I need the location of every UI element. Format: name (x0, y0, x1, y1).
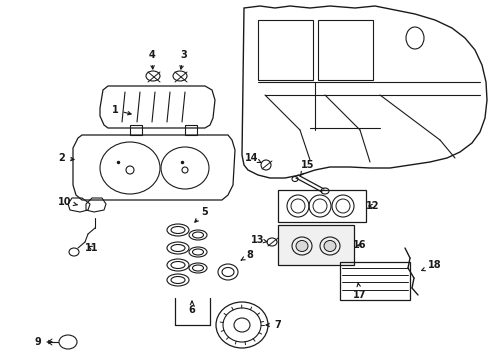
Text: 11: 11 (85, 243, 99, 253)
Bar (278, 225, 353, 265)
Bar (184, 125, 197, 135)
Text: 4: 4 (148, 50, 155, 69)
Bar (258, 20, 312, 80)
Ellipse shape (295, 240, 307, 252)
Bar (339, 262, 409, 300)
Text: 5: 5 (194, 207, 208, 222)
Text: 8: 8 (241, 250, 253, 260)
Text: 13: 13 (251, 235, 267, 245)
Bar (278, 190, 365, 222)
Text: 14: 14 (245, 153, 261, 163)
Text: 6: 6 (188, 301, 195, 315)
Text: 1: 1 (111, 105, 131, 115)
Text: 12: 12 (366, 201, 379, 211)
Text: 10: 10 (58, 197, 77, 207)
Text: 7: 7 (265, 320, 281, 330)
Text: 15: 15 (300, 160, 314, 175)
Text: 9: 9 (35, 337, 52, 347)
Text: 16: 16 (352, 240, 366, 250)
Text: 17: 17 (352, 283, 366, 300)
Bar (130, 125, 142, 135)
Text: 3: 3 (180, 50, 187, 69)
Bar (317, 20, 372, 80)
Ellipse shape (324, 240, 335, 252)
Text: 18: 18 (421, 260, 441, 271)
Text: 2: 2 (59, 153, 74, 163)
